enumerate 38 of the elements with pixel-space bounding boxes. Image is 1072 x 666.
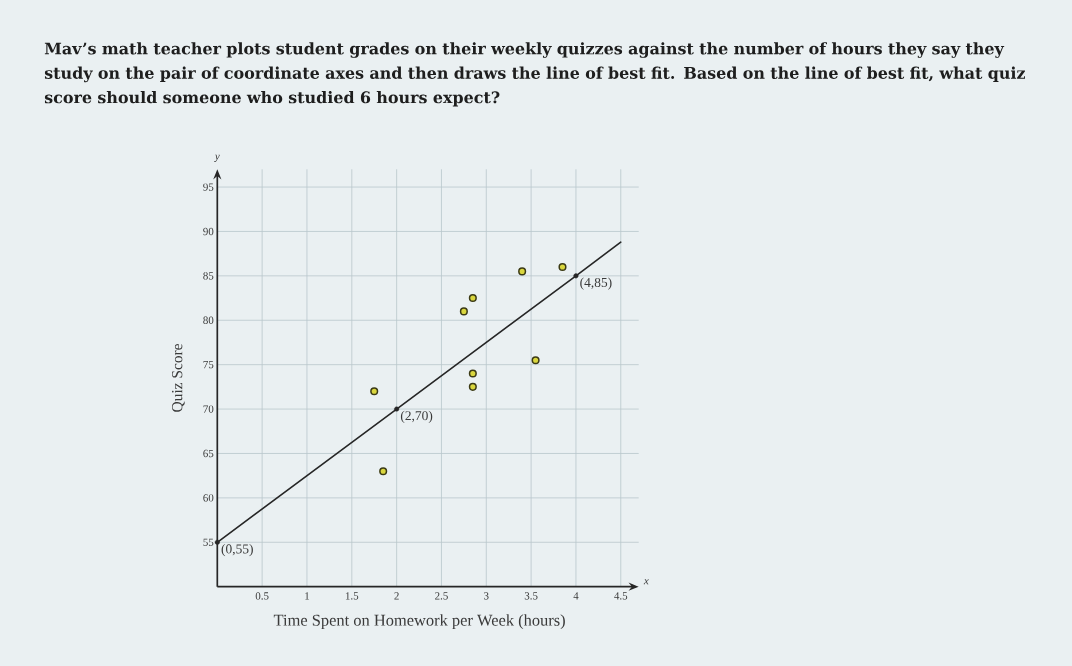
y-axis-title: Quiz Score — [171, 344, 185, 412]
point — [468, 294, 477, 303]
point — [394, 406, 400, 412]
y-tick-label: 80 — [203, 316, 214, 324]
y-tick-label: 65 — [203, 449, 214, 458]
point — [214, 539, 220, 545]
y-tick-label: 75 — [203, 361, 214, 369]
x-tick-label: 1.5 — [345, 592, 359, 600]
x-tick-label: 0.5 — [255, 592, 269, 600]
y-tick-label: 95 — [203, 183, 214, 191]
x-tick-label: 2 — [394, 592, 399, 600]
point — [518, 267, 527, 276]
x-tick-label: 2.5 — [435, 592, 448, 600]
annotation: (4,85) — [580, 277, 612, 290]
annotation: (0,55) — [221, 543, 253, 557]
y-tick-label: 55 — [203, 538, 214, 546]
point — [459, 307, 468, 316]
text: x — [643, 579, 649, 585]
y-tick-label: 70 — [203, 405, 214, 413]
point — [468, 382, 477, 391]
point — [558, 262, 567, 272]
chart-title: Mav’s math teacher plots student grades on their weekly quizzes against the number of hours they say they study on the pair of coordinate axes and then draws the line of best fit. Based on the line of best fit, what quiz score should someone who studied 6 hours expect? — [44, 42, 1025, 107]
x-axis-title: Time Spent on Homework per Week (hours) — [273, 614, 565, 630]
y-tick-label: 85 — [203, 272, 214, 280]
y-tick-label: 60 — [203, 494, 214, 502]
point — [531, 356, 540, 365]
text: y — [213, 154, 220, 163]
x-tick-label: 1 — [305, 592, 310, 600]
point — [573, 273, 579, 279]
point — [468, 369, 477, 378]
point — [370, 387, 379, 396]
annotation: (2,70) — [400, 410, 433, 423]
x-tick-label: 3 — [484, 592, 489, 600]
y-tick-label: 90 — [203, 227, 214, 236]
x-tick-label: 3.5 — [524, 592, 538, 600]
point — [379, 467, 388, 476]
x-tick-label: 4 — [573, 592, 579, 600]
x-tick-label: 4.5 — [614, 592, 628, 600]
